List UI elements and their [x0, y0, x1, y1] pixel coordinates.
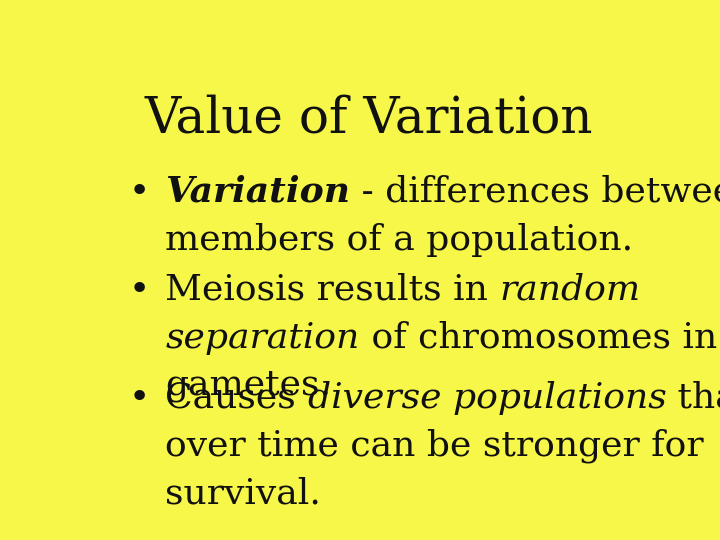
Text: •: • — [129, 175, 150, 209]
Text: Meiosis results in: Meiosis results in — [166, 273, 500, 307]
Text: of chromosomes in: of chromosomes in — [359, 321, 717, 355]
Text: diverse populations: diverse populations — [307, 381, 666, 415]
Text: that: that — [666, 381, 720, 415]
Text: over time can be stronger for: over time can be stronger for — [166, 429, 704, 463]
Text: Variation: Variation — [166, 175, 351, 209]
Text: Causes: Causes — [166, 381, 307, 415]
Text: survival.: survival. — [166, 476, 321, 510]
Text: separation: separation — [166, 321, 359, 355]
Text: •: • — [129, 273, 150, 307]
Text: •: • — [129, 381, 150, 415]
Text: random: random — [500, 273, 641, 307]
Text: gametes.: gametes. — [166, 368, 331, 402]
Text: members of a population.: members of a population. — [166, 223, 634, 257]
Text: Value of Variation: Value of Variation — [145, 94, 593, 143]
Text: - differences between: - differences between — [351, 175, 720, 209]
